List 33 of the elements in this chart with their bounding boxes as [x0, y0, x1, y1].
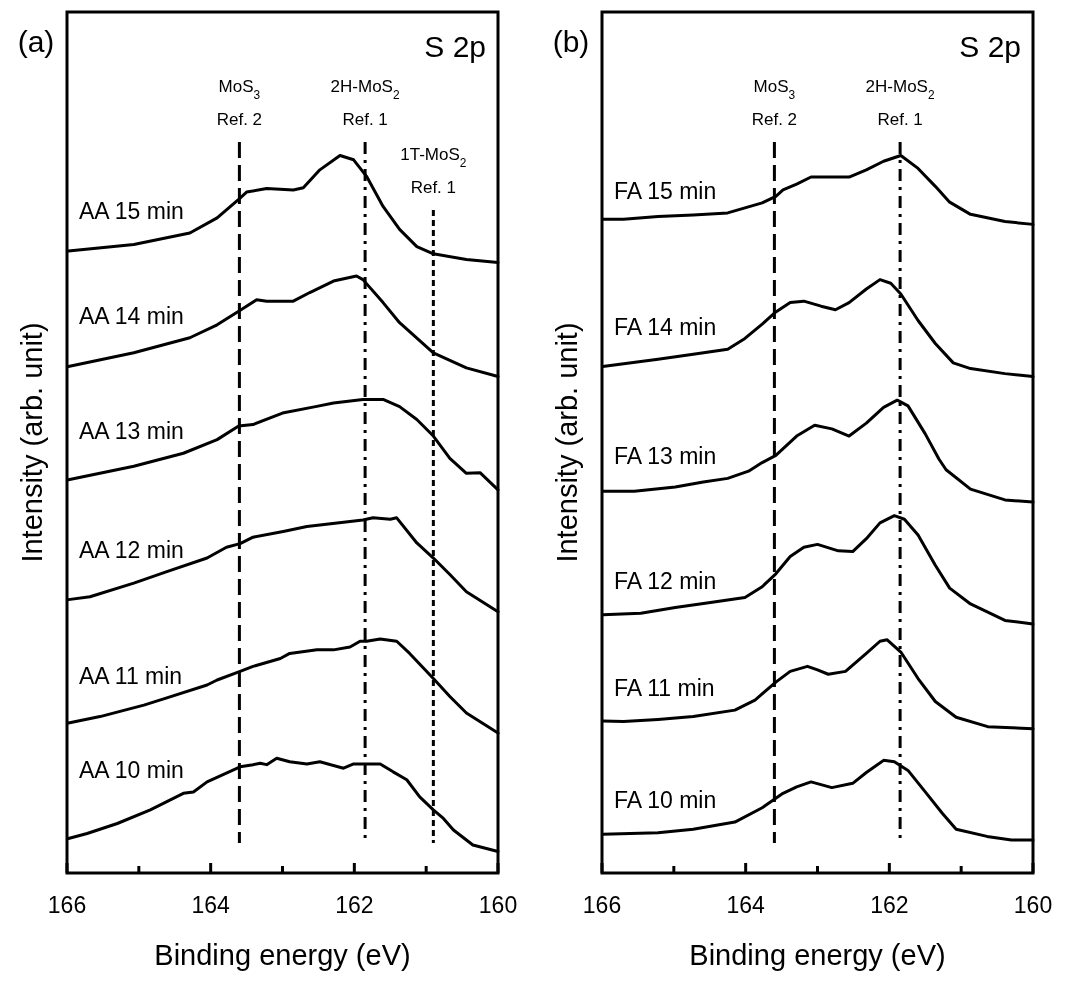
series-label: FA 15 min	[614, 177, 717, 204]
chart-title: (b)	[552, 25, 590, 58]
series-label: AA 11 min	[79, 662, 183, 689]
series-label: FA 11 min	[614, 675, 715, 702]
x-axis-title: Binding energy (eV)	[154, 939, 411, 971]
ref-line-label: 2H-MoS$_{2}$ Ref. 1	[865, 77, 935, 129]
x-axis-title: Binding energy (eV)	[689, 939, 946, 971]
ref-line-label: MoS$_{3}$ Ref. 2	[751, 77, 798, 129]
x-tick-label: 164	[726, 892, 766, 918]
y-axis-title: Intensity (arb. unit)	[551, 322, 583, 563]
x-tick-label: 164	[191, 892, 231, 918]
series-label: AA 14 min	[79, 302, 184, 329]
series-label: FA 14 min	[614, 314, 717, 341]
chart-title: (a)	[17, 25, 55, 58]
y-axis-title: Intensity (arb. unit)	[16, 322, 48, 563]
ref-line-label: MoS$_{3}$ Ref. 2	[216, 77, 263, 129]
x-tick-label: 160	[478, 892, 518, 918]
series-label: AA 15 min	[79, 197, 184, 224]
x-tick-label: 166	[582, 892, 622, 918]
series-label: AA 13 min	[79, 418, 184, 445]
ref-line-label: 1T-MoS$_{2}$ Ref. 1	[400, 145, 467, 197]
x-tick-label: 160	[1013, 892, 1053, 918]
x-tick-label: 162	[870, 892, 909, 918]
chart-subtitle: S 2p	[424, 30, 486, 63]
series-label: FA 12 min	[614, 567, 717, 594]
series-label: FA 13 min	[614, 443, 717, 470]
x-tick-label: 162	[335, 892, 374, 918]
series-label: AA 12 min	[79, 536, 184, 563]
ref-line-label: 2H-MoS$_{2}$ Ref. 1	[330, 77, 400, 129]
series-label: FA 10 min	[614, 787, 717, 814]
x-tick-label: 166	[47, 892, 87, 918]
chart-subtitle: S 2p	[959, 30, 1021, 63]
series-label: AA 10 min	[79, 756, 184, 783]
